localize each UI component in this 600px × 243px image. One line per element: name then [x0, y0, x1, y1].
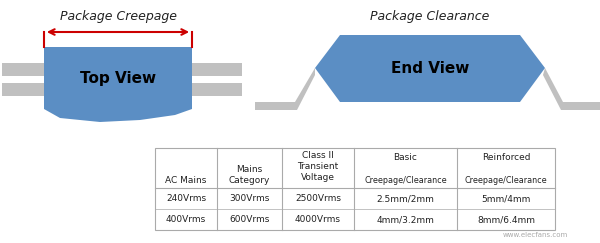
- Text: 4000Vrms: 4000Vrms: [295, 215, 341, 224]
- Bar: [255, 102, 287, 110]
- Text: Creepage/Clearance: Creepage/Clearance: [464, 176, 547, 185]
- Text: 5mm/4mm: 5mm/4mm: [481, 194, 530, 203]
- Text: Reinforced: Reinforced: [482, 153, 530, 162]
- Bar: [155, 148, 555, 230]
- Bar: [2, 83, 46, 96]
- Text: 600Vrms: 600Vrms: [229, 215, 269, 224]
- Text: Top View: Top View: [80, 70, 156, 86]
- Polygon shape: [285, 68, 315, 110]
- Text: 8mm/6.4mm: 8mm/6.4mm: [477, 215, 535, 224]
- Text: Mains
Category: Mains Category: [229, 165, 270, 185]
- Text: 4mm/3.2mm: 4mm/3.2mm: [377, 215, 434, 224]
- Text: 240Vrms: 240Vrms: [166, 194, 206, 203]
- Text: Basic: Basic: [394, 153, 418, 162]
- Text: Class II
Transient
Voltage: Class II Transient Voltage: [298, 151, 338, 182]
- Text: Package Clearance: Package Clearance: [370, 10, 490, 23]
- Text: End View: End View: [391, 61, 469, 76]
- Text: 400Vrms: 400Vrms: [166, 215, 206, 224]
- Text: 300Vrms: 300Vrms: [229, 194, 269, 203]
- Text: AC Mains: AC Mains: [166, 176, 206, 185]
- Bar: [192, 63, 242, 76]
- Text: 2500Vrms: 2500Vrms: [295, 194, 341, 203]
- Text: 2.5mm/2mm: 2.5mm/2mm: [377, 194, 434, 203]
- Bar: [573, 102, 600, 110]
- Polygon shape: [543, 68, 575, 110]
- Text: www.elecfans.com: www.elecfans.com: [503, 232, 568, 238]
- Text: Creepage/Clearance: Creepage/Clearance: [364, 176, 447, 185]
- Bar: [44, 47, 192, 109]
- Bar: [2, 63, 46, 76]
- Polygon shape: [44, 109, 192, 122]
- Polygon shape: [315, 35, 545, 102]
- Text: Package Creepage: Package Creepage: [59, 10, 176, 23]
- Bar: [192, 83, 242, 96]
